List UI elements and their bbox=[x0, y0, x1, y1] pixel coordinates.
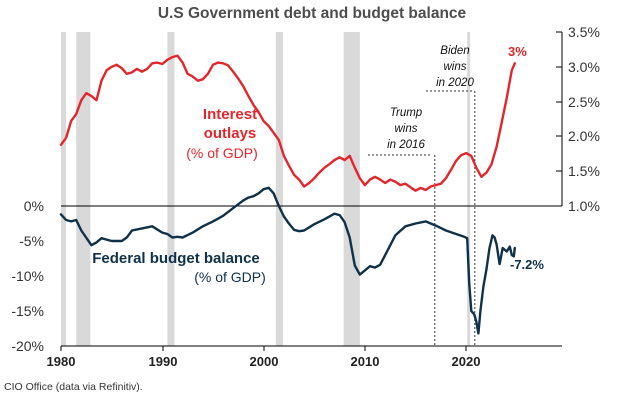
biden-annotation-line: Biden bbox=[440, 45, 469, 57]
recession-band bbox=[61, 32, 67, 346]
interest-outlays-line bbox=[59, 54, 516, 192]
left-axis-labels: 0% -5% -10% -15% -20% bbox=[11, 198, 44, 354]
x-tick-label: 2000 bbox=[250, 354, 279, 369]
interest-end-value-label: 3% bbox=[508, 44, 527, 59]
chart-title: U.S Government debt and budget balance bbox=[158, 5, 467, 22]
balance-end-value-label: -7.2% bbox=[510, 257, 544, 272]
recession-band bbox=[76, 32, 91, 346]
left-tick-label: -15% bbox=[11, 303, 44, 319]
left-tick-label: 0% bbox=[24, 198, 44, 214]
interest-label-unit: (% of GDP) bbox=[186, 145, 258, 161]
balance-label-name: Federal budget balance bbox=[92, 250, 260, 267]
recession-band bbox=[167, 32, 175, 346]
right-tick-label: 3.0% bbox=[568, 59, 600, 75]
left-tick-label: -20% bbox=[11, 338, 44, 354]
source-note: CIO Office (data via Refinitiv). bbox=[4, 381, 143, 393]
right-tick-label: 2.0% bbox=[568, 128, 600, 144]
x-tick-label: 2010 bbox=[351, 354, 380, 369]
interest-label-line1: Interest bbox=[203, 106, 257, 123]
interest-series-label: Interest outlays (% of GDP) bbox=[186, 106, 258, 161]
trump-annotation: Trump wins in 2016 bbox=[368, 107, 436, 346]
balance-series-label: Federal budget balance (% of GDP) bbox=[92, 250, 266, 285]
trump-annotation-line: wins bbox=[394, 123, 417, 135]
x-axis-ticks bbox=[60, 346, 467, 351]
right-tick-label: 1.5% bbox=[568, 163, 600, 179]
interest-label-line2: outlays bbox=[204, 125, 257, 142]
right-tick-label: 3.5% bbox=[568, 24, 600, 40]
balance-label-unit: (% of GDP) bbox=[194, 269, 266, 285]
right-tick-label: 2.5% bbox=[568, 94, 600, 110]
x-tick-label: 2020 bbox=[452, 354, 481, 369]
biden-annotation: Biden wins in 2020 bbox=[426, 45, 476, 346]
right-axis-ticks bbox=[556, 31, 562, 207]
x-tick-label: 1980 bbox=[47, 354, 76, 369]
left-tick-label: -10% bbox=[11, 268, 44, 284]
trump-annotation-line: Trump bbox=[390, 107, 423, 119]
x-axis-labels: 1980 1990 2000 2010 2020 bbox=[47, 354, 481, 369]
biden-annotation-line: in 2020 bbox=[436, 77, 474, 89]
biden-annotation-line: wins bbox=[443, 61, 466, 73]
right-tick-label: 1.0% bbox=[568, 198, 600, 214]
trump-annotation-line: in 2016 bbox=[387, 139, 425, 151]
recession-band bbox=[275, 32, 283, 346]
budget-balance-line bbox=[59, 186, 516, 335]
left-tick-label: -5% bbox=[19, 233, 44, 249]
recession-band bbox=[467, 32, 471, 346]
right-axis-labels: 3.5% 3.0% 2.5% 2.0% 1.5% 1.0% bbox=[568, 24, 600, 214]
recession-band bbox=[343, 32, 360, 346]
x-tick-label: 1990 bbox=[149, 354, 178, 369]
